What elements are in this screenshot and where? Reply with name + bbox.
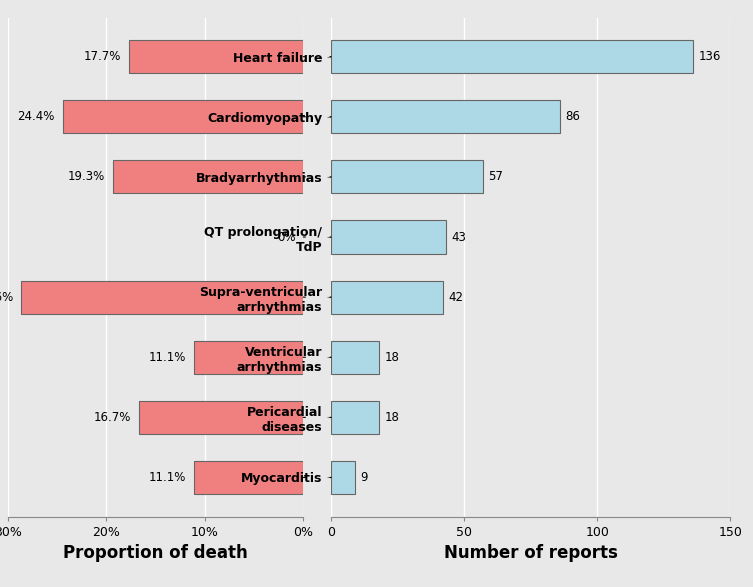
Bar [113,160,303,194]
Text: 17.7%: 17.7% [84,50,121,63]
Text: 43: 43 [451,231,466,244]
Bar [331,401,379,434]
X-axis label: Number of reports: Number of reports [444,544,617,562]
X-axis label: Proportion of death: Proportion of death [63,544,248,562]
Text: 16.7%: 16.7% [93,411,131,424]
Bar [331,461,355,494]
Text: 86: 86 [566,110,581,123]
Bar [194,340,303,374]
Text: 0%: 0% [277,231,295,244]
Text: 11.1%: 11.1% [148,351,186,364]
Text: 11.1%: 11.1% [148,471,186,484]
Bar [194,461,303,494]
Text: 28.6%: 28.6% [0,291,14,303]
Bar [331,340,379,374]
Text: 136: 136 [699,50,721,63]
Text: 19.3%: 19.3% [68,170,105,183]
Text: 24.4%: 24.4% [17,110,55,123]
Text: 42: 42 [448,291,463,303]
Bar [331,40,694,73]
Text: 9: 9 [361,471,368,484]
Bar [331,100,560,133]
Text: 18: 18 [384,351,399,364]
Bar [21,281,303,313]
Bar [139,401,303,434]
Bar [331,281,443,313]
Bar [62,100,303,133]
Bar [331,160,483,194]
Bar [331,221,446,254]
Text: 57: 57 [488,170,503,183]
Text: 18: 18 [384,411,399,424]
Bar [129,40,303,73]
